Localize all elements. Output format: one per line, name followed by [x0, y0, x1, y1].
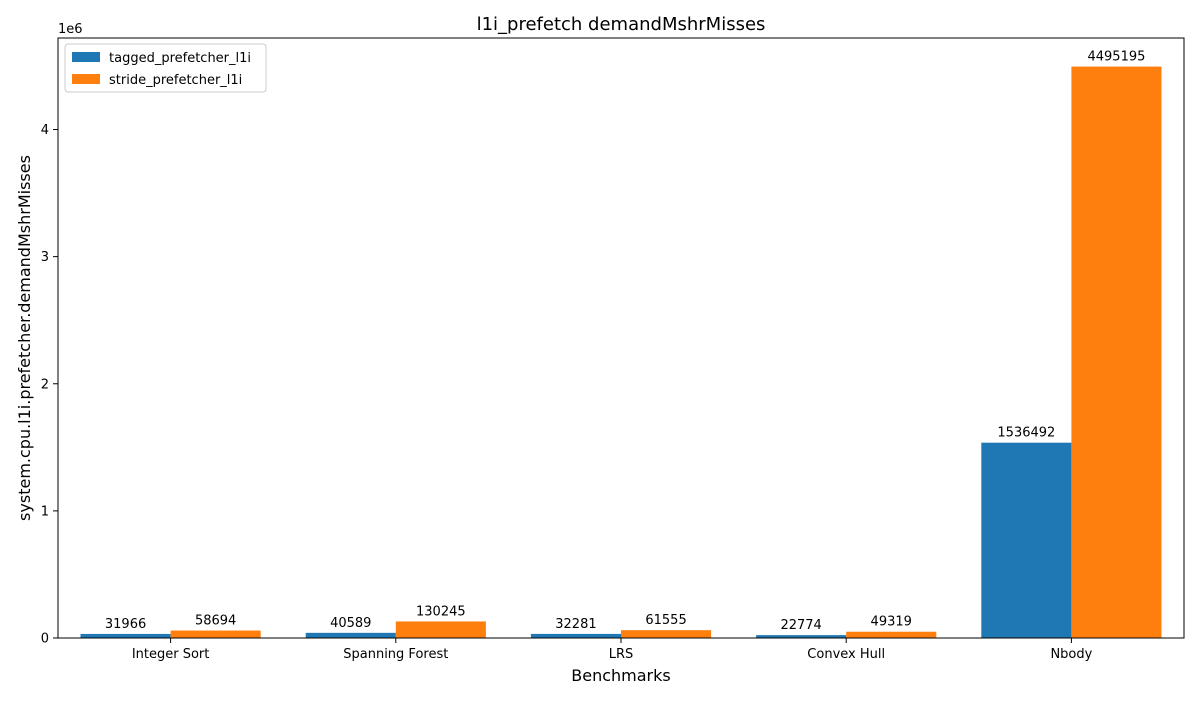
legend-label-2: stride_prefetcher_l1i: [109, 73, 242, 88]
bar-1-5: [981, 442, 1072, 638]
x-tick-label-5: Nbody: [1050, 647, 1092, 662]
bar-2-4: [846, 631, 937, 638]
legend-swatch-2: [72, 74, 100, 84]
chart-title: l1i_prefetch demandMshrMisses: [477, 14, 766, 35]
y-tick-label-4: 3: [41, 250, 49, 265]
bar-2-1: [170, 630, 261, 638]
y-tick-label-5: 4: [41, 123, 49, 138]
data-label-1-2: 40589: [330, 616, 371, 631]
legend: tagged_prefetcher_l1i stride_prefetcher_l…: [64, 43, 267, 93]
data-label-1-5: 1536492: [997, 426, 1055, 441]
bar-2-5: [1071, 66, 1162, 638]
bar-1-4: [756, 635, 847, 638]
data-label-2-3: 61555: [645, 613, 686, 628]
y-tick-label-2: 1: [41, 504, 49, 519]
data-label-2-1: 58694: [195, 614, 236, 629]
x-tick-label-4: Convex Hull: [807, 647, 885, 662]
x-tick-label-2: Spanning Forest: [343, 647, 448, 662]
y-scale-label: 1e6: [58, 22, 83, 37]
legend-swatch-1: [72, 52, 100, 62]
y-tick-label-3: 2: [41, 377, 49, 392]
y-tick-label-1: 0: [41, 632, 49, 647]
data-label-2-5: 4495195: [1087, 50, 1145, 65]
data-label-1-1: 31966: [105, 617, 146, 632]
data-label-1-4: 22774: [780, 618, 821, 633]
x-axis-label: Benchmarks: [571, 666, 670, 685]
bar-1-1: [80, 633, 171, 638]
legend-label-1: tagged_prefetcher_l1i: [109, 51, 251, 66]
x-axis: Integer Sort Spanning Forest LRS Convex Hul…: [132, 638, 1093, 662]
y-axis: 0 1 2 3 4: [41, 123, 58, 647]
bar-1-2: [305, 632, 396, 638]
data-label-2-2: 130245: [416, 604, 466, 619]
legend-frame: [64, 43, 267, 93]
data-labels-layer: 31966 58694 40589 130245 32281 61555 22774 4931…: [105, 50, 1146, 634]
data-label-2-4: 49319: [871, 615, 912, 630]
y-axis-label: system.cpu.l1i.prefetcher.demandMshrMiss…: [15, 155, 34, 521]
data-label-1-3: 32281: [555, 617, 596, 632]
x-tick-label-1: Integer Sort: [132, 647, 210, 662]
x-tick-label-3: LRS: [609, 647, 634, 662]
bar-2-3: [621, 630, 712, 638]
bars-layer: [80, 66, 1162, 638]
bar-2-2: [395, 621, 486, 638]
bar-1-3: [530, 633, 621, 638]
